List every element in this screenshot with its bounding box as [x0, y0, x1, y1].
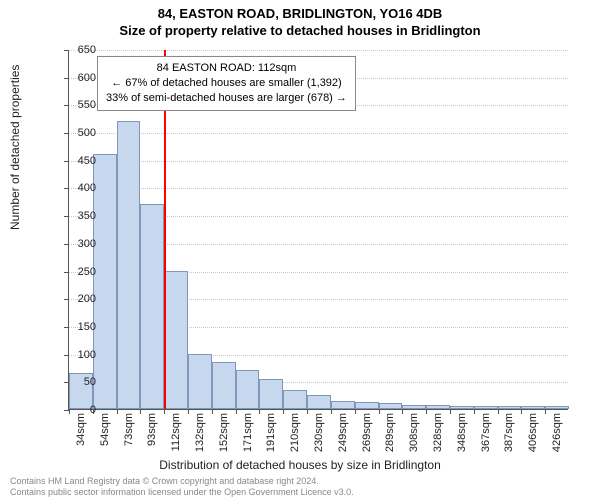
ytick-label: 600	[36, 72, 96, 84]
ytick-label: 200	[36, 293, 96, 305]
xtick-mark	[450, 409, 451, 414]
title-line-1: 84, EASTON ROAD, BRIDLINGTON, YO16 4DB	[0, 6, 600, 23]
ytick-label: 350	[36, 210, 96, 222]
xtick-mark	[379, 409, 380, 414]
xtick-mark	[355, 409, 356, 414]
xtick-mark	[426, 409, 427, 414]
xtick-label: 112sqm	[170, 409, 182, 451]
xtick-mark	[545, 409, 546, 414]
annotation-box: 84 EASTON ROAD: 112sqm ← 67% of detached…	[97, 56, 356, 111]
xtick-mark	[307, 409, 308, 414]
xtick-label: 171sqm	[242, 409, 254, 452]
xtick-label: 152sqm	[218, 409, 230, 452]
xtick-mark	[188, 409, 189, 414]
bar	[93, 154, 117, 409]
xtick-label: 93sqm	[146, 409, 158, 446]
y-axis-label: Number of detached properties	[8, 65, 22, 230]
xtick-mark	[236, 409, 237, 414]
xtick-label: 308sqm	[408, 409, 420, 452]
xtick-label: 230sqm	[313, 409, 325, 452]
bar	[188, 354, 212, 409]
xtick-mark	[212, 409, 213, 414]
ytick-label: 100	[36, 349, 96, 361]
xtick-label: 73sqm	[123, 409, 135, 446]
footer: Contains HM Land Registry data © Crown c…	[10, 476, 354, 498]
annotation-line-2: ← 67% of detached houses are smaller (1,…	[106, 76, 347, 91]
ytick-label: 300	[36, 238, 96, 250]
xtick-mark	[117, 409, 118, 414]
xtick-label: 387sqm	[503, 409, 515, 452]
xtick-label: 406sqm	[527, 409, 539, 452]
gridline	[69, 133, 568, 134]
ytick-label: 0	[36, 404, 96, 416]
title-block: 84, EASTON ROAD, BRIDLINGTON, YO16 4DB S…	[0, 0, 600, 40]
bar	[164, 271, 188, 409]
bar	[331, 401, 355, 409]
xtick-mark	[498, 409, 499, 414]
ytick-label: 150	[36, 321, 96, 333]
xtick-mark	[521, 409, 522, 414]
xtick-label: 269sqm	[361, 409, 373, 452]
xtick-label: 367sqm	[480, 409, 492, 452]
ytick-label: 250	[36, 266, 96, 278]
xtick-label: 132sqm	[194, 409, 206, 452]
xtick-mark	[259, 409, 260, 414]
xtick-label: 426sqm	[551, 409, 563, 452]
footer-line-2: Contains public sector information licen…	[10, 487, 354, 498]
bar	[259, 379, 283, 409]
xtick-mark	[140, 409, 141, 414]
xtick-label: 54sqm	[99, 409, 111, 446]
plot-area: 34sqm54sqm73sqm93sqm112sqm132sqm152sqm17…	[68, 50, 568, 410]
xtick-label: 191sqm	[265, 409, 277, 452]
xtick-mark	[164, 409, 165, 414]
bar	[283, 390, 307, 409]
gridline	[69, 50, 568, 51]
ytick-label: 650	[36, 44, 96, 56]
xtick-mark	[331, 409, 332, 414]
xtick-label: 348sqm	[456, 409, 468, 452]
bar	[140, 204, 164, 409]
bar	[307, 395, 331, 409]
ytick-label: 550	[36, 99, 96, 111]
bar	[212, 362, 236, 409]
annotation-line-1: 84 EASTON ROAD: 112sqm	[106, 61, 347, 76]
footer-line-1: Contains HM Land Registry data © Crown c…	[10, 476, 354, 487]
bar	[117, 121, 141, 409]
xtick-mark	[283, 409, 284, 414]
ytick-label: 400	[36, 182, 96, 194]
gridline	[69, 161, 568, 162]
x-axis-label: Distribution of detached houses by size …	[0, 458, 600, 472]
gridline	[69, 188, 568, 189]
ytick-label: 450	[36, 155, 96, 167]
title-line-2: Size of property relative to detached ho…	[0, 23, 600, 40]
bar	[355, 402, 379, 409]
xtick-mark	[474, 409, 475, 414]
ytick-label: 500	[36, 127, 96, 139]
xtick-label: 328sqm	[432, 409, 444, 452]
xtick-label: 210sqm	[289, 409, 301, 452]
annotation-line-3: 33% of semi-detached houses are larger (…	[106, 91, 347, 106]
chart-container: 84, EASTON ROAD, BRIDLINGTON, YO16 4DB S…	[0, 0, 600, 500]
xtick-label: 289sqm	[384, 409, 396, 452]
xtick-mark	[402, 409, 403, 414]
ytick-label: 50	[36, 376, 96, 388]
xtick-label: 249sqm	[337, 409, 349, 452]
bar	[236, 370, 260, 409]
